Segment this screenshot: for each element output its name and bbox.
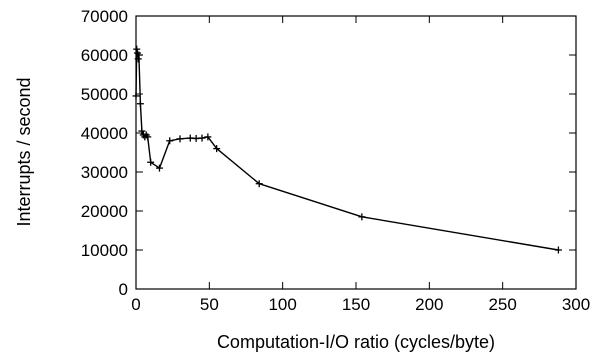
data-point bbox=[358, 213, 366, 221]
data-point bbox=[147, 158, 155, 166]
x-tick-label: 50 bbox=[200, 295, 219, 314]
x-axis-ticks: 0 50 100 150 200 250 300 bbox=[131, 16, 590, 314]
data-point bbox=[186, 134, 194, 142]
data-point bbox=[204, 133, 212, 141]
y-tick-label: 30000 bbox=[81, 163, 128, 182]
x-axis-label: Computation-I/O ratio (cycles/byte) bbox=[217, 332, 495, 352]
x-tick-label: 150 bbox=[342, 295, 370, 314]
y-tick-label: 10000 bbox=[81, 241, 128, 260]
data-point bbox=[155, 164, 163, 172]
series-layer bbox=[132, 45, 562, 254]
data-point bbox=[554, 246, 562, 254]
x-tick-label: 200 bbox=[415, 295, 443, 314]
plot-frame bbox=[135, 15, 577, 290]
data-point bbox=[134, 55, 142, 63]
data-point bbox=[166, 137, 174, 145]
y-tick-label: 70000 bbox=[81, 7, 128, 26]
data-point bbox=[255, 180, 263, 188]
data-point bbox=[133, 45, 141, 53]
data-point bbox=[144, 133, 152, 141]
y-axis-label: Interrupts / second bbox=[14, 77, 34, 226]
data-point bbox=[135, 51, 143, 59]
y-tick-label: 40000 bbox=[81, 124, 128, 143]
y-tick-label: 60000 bbox=[81, 46, 128, 65]
y-tick-label: 20000 bbox=[81, 202, 128, 221]
data-point bbox=[192, 134, 200, 142]
data-point bbox=[138, 127, 146, 135]
data-point bbox=[176, 135, 184, 143]
data-point bbox=[132, 92, 140, 100]
y-tick-label: 50000 bbox=[81, 85, 128, 104]
x-tick-label: 300 bbox=[562, 295, 590, 314]
data-point bbox=[198, 134, 206, 142]
y-tick-label: 0 bbox=[119, 280, 128, 299]
series-line bbox=[135, 48, 559, 251]
data-point bbox=[213, 145, 221, 153]
x-tick-label: 250 bbox=[488, 295, 516, 314]
x-tick-label: 100 bbox=[268, 295, 296, 314]
x-tick-label: 0 bbox=[131, 295, 140, 314]
data-point bbox=[136, 100, 144, 108]
y-axis-ticks: 0 10000 20000 30000 40000 50000 60000 70000 bbox=[81, 7, 576, 299]
